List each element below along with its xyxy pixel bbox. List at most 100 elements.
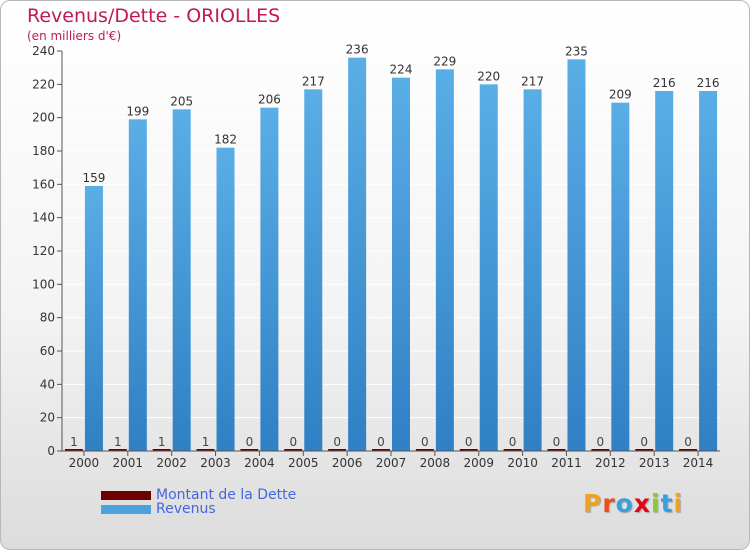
data-label-revenue: 206 [258,93,281,107]
y-tick-label: 220 [32,77,55,91]
data-label-debt: 0 [509,435,517,449]
x-tick-label: 2008 [420,456,451,470]
logo-letter: x [633,489,651,518]
bar-debt [328,449,347,451]
x-tick-label: 2010 [507,456,538,470]
y-tick-label: 40 [40,377,55,391]
logo-letter: P [583,489,603,518]
bar-debt [415,449,434,451]
legend-label-revenue: Revenus [156,501,216,517]
bar-revenue [655,91,674,451]
data-label-revenue: 209 [609,88,632,102]
data-label-revenue: 182 [214,133,237,147]
x-tick-label: 2001 [113,456,144,470]
x-tick-label: 2013 [639,456,670,470]
data-label-revenue: 236 [346,43,369,57]
data-label-debt: 0 [289,435,297,449]
data-label-debt: 1 [114,435,122,449]
data-label-debt: 0 [246,435,254,449]
x-tick-label: 2006 [332,456,363,470]
x-tick-label: 2003 [200,456,231,470]
bar-revenue [260,107,279,452]
bar-debt [152,449,171,451]
logo-letter: i [651,489,661,518]
data-label-debt: 0 [553,435,561,449]
data-label-revenue: 220 [477,69,500,83]
x-tick-label: 2002 [156,456,187,470]
bar-debt [240,449,259,451]
data-label-revenue: 216 [653,76,676,90]
chart-subtitle: (en milliers d'€) [27,29,122,43]
data-label-debt: 0 [377,435,385,449]
y-tick-label: 140 [32,211,55,225]
data-label-debt: 0 [333,435,341,449]
bar-revenue [567,59,586,451]
data-label-revenue: 159 [82,171,105,185]
x-tick-label: 2012 [595,456,626,470]
bar-revenue [392,77,410,452]
x-tick-label: 2014 [683,456,714,470]
bar-debt [64,449,83,451]
bar-revenue [304,89,323,451]
grid-lines [62,50,720,452]
chart-title: Revenus/Dette - ORIOLLES [27,5,281,27]
data-label-revenue: 235 [565,44,588,58]
data-label-revenue: 217 [521,74,544,88]
legend-swatch-revenue [101,504,151,514]
data-label-revenue: 199 [126,104,149,118]
bar-revenue [523,89,542,451]
data-label-debt: 0 [597,435,605,449]
legend-item-debt: Montant de la Dette [101,487,296,503]
bar-revenue [699,91,718,451]
logo-letter: t [660,489,674,518]
y-tick-label: 240 [32,44,55,58]
proxiti-logo: Proxiti [583,489,683,518]
data-label-debt: 1 [158,435,166,449]
data-label-debt: 1 [70,435,78,449]
data-label-revenue: 216 [697,76,720,90]
data-label-debt: 0 [640,435,648,449]
bar-debt [284,449,303,451]
y-tick-label: 60 [40,344,55,358]
y-tick-label: 180 [32,144,55,158]
data-label-debt: 0 [465,435,473,449]
bar-debt [547,449,566,451]
x-tick-label: 2007 [376,456,407,470]
bar-debt [679,449,698,451]
bar-revenue [611,102,630,452]
bars [64,57,718,452]
data-label-debt: 0 [421,435,429,449]
bar-revenue [216,147,235,451]
bar-debt [635,449,654,451]
bar-revenue [84,186,103,451]
bar-revenue [172,109,191,451]
logo-letter: o [615,489,634,518]
data-label-revenue: 229 [433,54,456,68]
y-tick-label: 200 [32,111,55,125]
bar-revenue [435,69,454,451]
data-label-revenue: 205 [170,94,193,108]
x-tick-label: 2005 [288,456,319,470]
y-tick-label: 0 [47,444,55,458]
logo-letter: i [673,489,684,518]
x-tick-label: 2009 [463,456,494,470]
bar-revenue [479,84,498,451]
bar-debt [108,449,127,451]
bar-debt [459,449,478,451]
y-tick-label: 160 [32,177,55,191]
y-tick-label: 100 [32,277,55,291]
bar-revenue [348,57,367,452]
data-label-debt: 0 [684,435,692,449]
logo-letter: r [602,489,616,518]
x-tick-label: 2011 [551,456,582,470]
y-tick-label: 20 [40,411,55,425]
bar-debt [591,449,610,451]
legend-swatch-debt [101,490,151,500]
data-labels: 1 159 1 199 1 205 1 182 0 206 0 217 0 236 0 224 0 229 0 220… [70,43,719,449]
bar-debt [196,449,215,451]
data-label-debt: 1 [202,435,210,449]
x-tick-label: 2004 [244,456,275,470]
